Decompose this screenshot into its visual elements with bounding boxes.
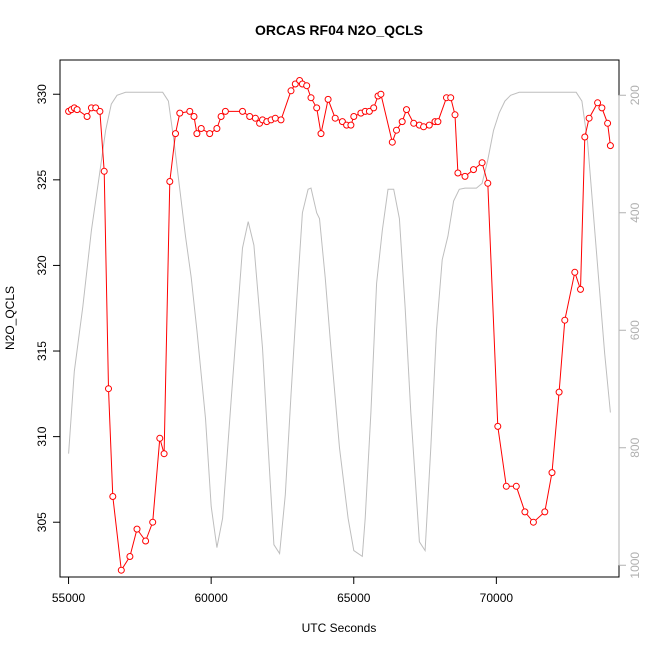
y-tick-label: 330 (35, 84, 49, 104)
n2o-point (594, 99, 602, 107)
n2o-point (434, 118, 442, 126)
n2o-point (451, 111, 459, 119)
n2o-point (521, 508, 529, 516)
n2o-point (251, 114, 259, 122)
n2o-point (571, 268, 579, 276)
n2o-point (213, 125, 221, 132)
n2o-point (410, 119, 418, 127)
n2o-line (68, 79, 611, 572)
n2o-point (190, 113, 198, 120)
n2o-point (206, 130, 214, 138)
n2o-point (470, 166, 477, 174)
n2o-point (541, 508, 549, 516)
n2o-point (398, 118, 406, 126)
y2-tick-label: 800 (628, 437, 642, 457)
y2-tick-label: 1000 (628, 552, 642, 579)
n2o-point (454, 169, 462, 177)
n2o-series-layer (65, 77, 614, 574)
n2o-point (370, 104, 378, 112)
n2o-point (512, 482, 520, 490)
n2o-point (100, 167, 108, 175)
n2o-point (96, 107, 104, 115)
n2o-point (331, 114, 339, 122)
n2o-point (221, 107, 229, 115)
x-tick-label: 70000 (480, 591, 514, 605)
n2o-point (585, 114, 593, 122)
n2o-point (420, 123, 428, 131)
y-tick-label: 325 (35, 170, 49, 190)
n2o-point (581, 133, 589, 141)
n2o-point (307, 94, 315, 102)
pressure-series-layer (68, 91, 611, 558)
x-axis: 55000 60000 65000 70000 (52, 576, 514, 605)
n2o-point (149, 518, 157, 526)
y2-tick-label: 400 (628, 202, 642, 222)
y2-tick-label: 600 (628, 320, 642, 340)
n2o-point (529, 518, 537, 526)
n2o-point (317, 130, 325, 138)
n2o-point (197, 125, 205, 132)
n2o-point (271, 114, 279, 122)
plot-frame (59, 59, 620, 578)
chart-title: ORCAS RF04 N2O_QCLS (255, 22, 423, 38)
n2o-point (478, 159, 486, 167)
n2o-point (577, 285, 584, 293)
n2o-point (324, 95, 332, 103)
n2o-point (133, 525, 141, 533)
n2o-point (117, 566, 125, 574)
x-tick-label: 55000 (52, 591, 86, 605)
n2o-point (109, 493, 117, 500)
n2o-point (606, 142, 614, 150)
y-tick-label: 305 (35, 512, 49, 532)
n2o-point (347, 121, 355, 129)
n2o-point (598, 104, 606, 112)
n2o-point (313, 104, 321, 112)
y-axis-right: 200 400 600 800 1000 (618, 85, 642, 579)
n2o-point (388, 138, 396, 146)
n2o-point (172, 130, 179, 138)
n2o-point (176, 109, 184, 117)
n2o-point (186, 107, 194, 115)
x-tick-label: 65000 (337, 591, 371, 605)
n2o-point (160, 450, 168, 458)
n2o-point (217, 113, 225, 120)
n2o-point (555, 388, 563, 396)
n2o-point (105, 385, 112, 393)
n2o-point (461, 172, 469, 180)
x-axis-label: UTC Seconds (302, 621, 377, 635)
n2o-point (303, 82, 311, 90)
n2o-point (126, 553, 134, 560)
n2o-point (287, 87, 295, 95)
n2o-point (393, 126, 400, 134)
n2o-point (73, 106, 81, 114)
n2o-point (350, 113, 358, 120)
n2o-point (377, 90, 385, 98)
n2o-point (484, 179, 492, 187)
n2o-point (403, 106, 410, 114)
y-tick-label: 310 (35, 426, 49, 446)
n2o-point (561, 316, 569, 324)
n2o-point (246, 113, 254, 120)
n2o-point (142, 537, 150, 545)
n2o-point (548, 469, 556, 477)
y-tick-label: 320 (35, 255, 49, 275)
y2-tick-label: 200 (628, 85, 642, 105)
pressure-line (68, 91, 611, 558)
y-tick-label: 315 (35, 341, 49, 361)
n2o-point (239, 107, 246, 115)
y-axis-label: N2O_QCLS (3, 286, 17, 350)
n2o-point (83, 113, 91, 120)
n2o-point (156, 434, 164, 442)
n2o-point (277, 116, 285, 124)
n2o-point (604, 119, 612, 127)
y-axis-left: 305 310 315 320 325 330 (35, 84, 61, 532)
n2o-point (425, 121, 433, 129)
n2o-point (502, 482, 510, 490)
n2o-point (166, 178, 174, 185)
n2o-point (494, 422, 502, 430)
n2o-point (447, 94, 455, 102)
n2o-point (193, 130, 201, 138)
x-tick-label: 60000 (194, 591, 228, 605)
